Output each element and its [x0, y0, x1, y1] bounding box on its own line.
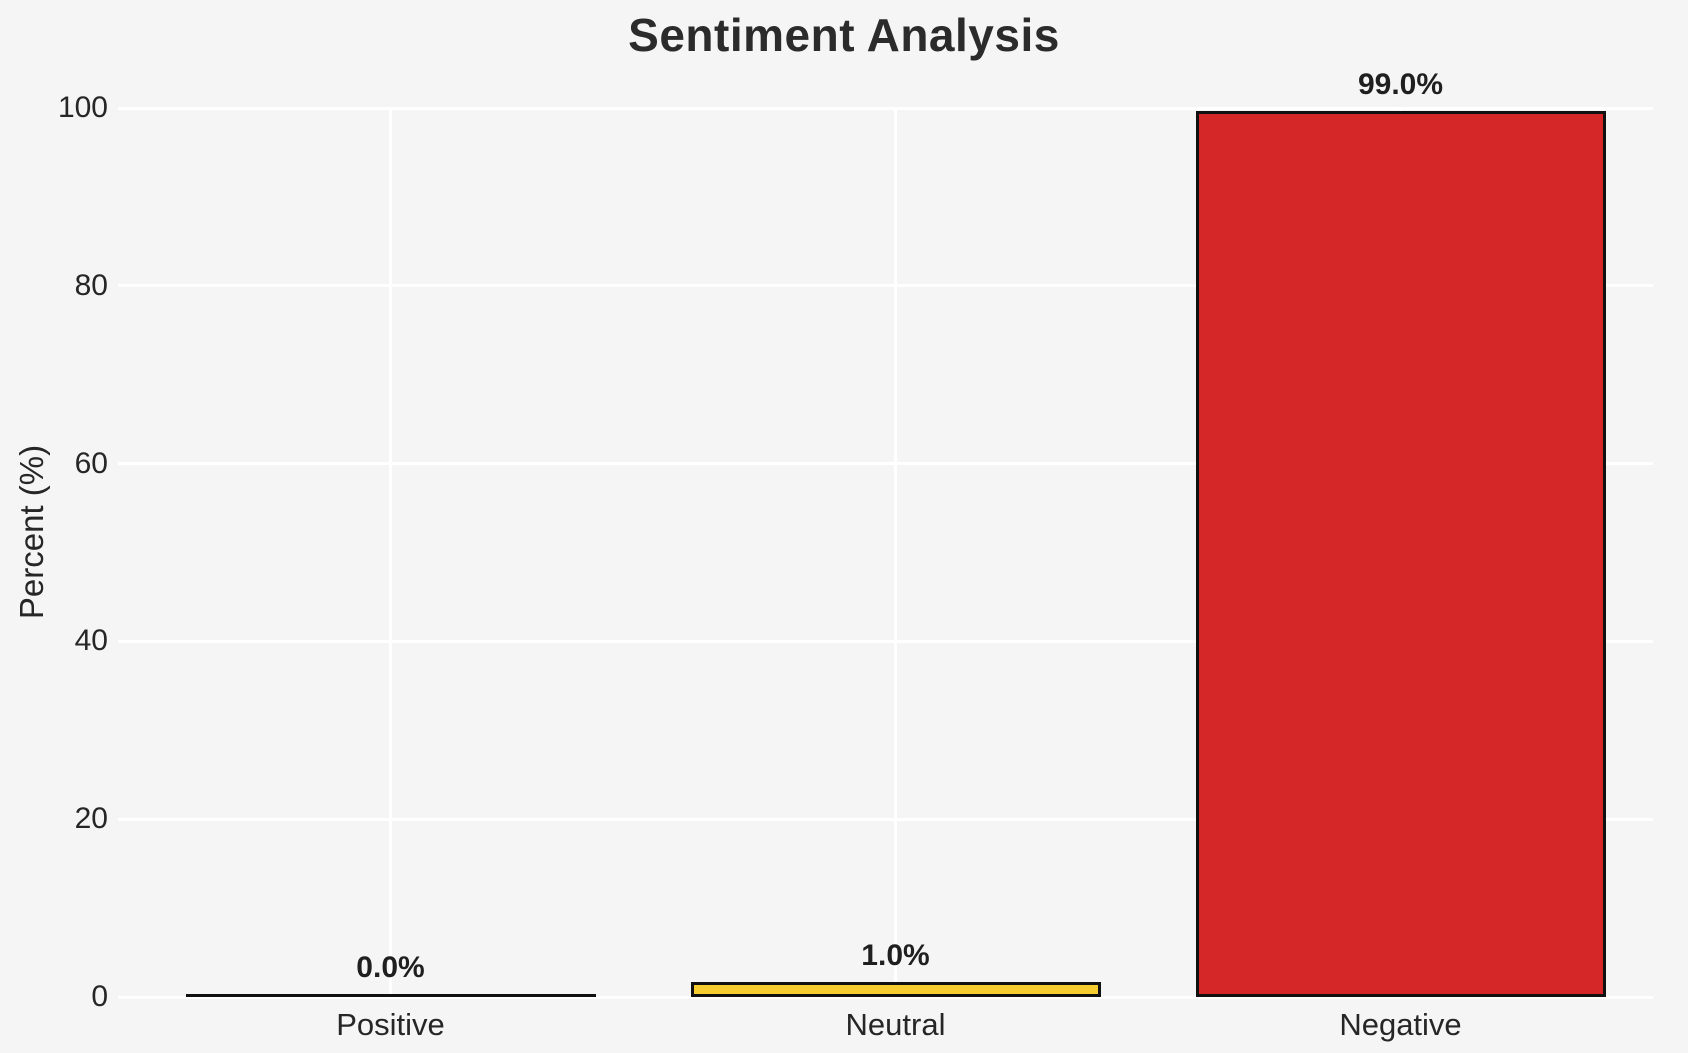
x-tick-label: Positive: [336, 1007, 445, 1042]
bar-value-label: 99.0%: [1357, 67, 1444, 101]
vertical-gridline: [894, 108, 897, 997]
y-tick-mark: [118, 106, 138, 110]
horizontal-gridline: [138, 995, 1653, 999]
y-tick-label: 0: [91, 980, 108, 1013]
y-tick-label: 20: [74, 802, 108, 836]
y-tick-label: 80: [74, 268, 108, 302]
y-tick-mark: [118, 817, 138, 821]
y-tick-mark: [118, 462, 138, 466]
bar-negative: [1195, 110, 1606, 997]
x-tick-label: Negative: [1339, 1007, 1462, 1042]
y-tick-mark: [118, 995, 138, 999]
bar-positive: [185, 994, 596, 997]
bar-neutral: [690, 982, 1101, 997]
chart-title: Sentiment Analysis: [628, 9, 1060, 61]
x-tick-label: Neutral: [845, 1007, 946, 1042]
plot-area: 0 20 40 60 80 100 0.0% Positive 1.0% Neutral 99.0%…: [58, 68, 1653, 1042]
y-tick-mark: [118, 639, 138, 643]
bar-value-label: 0.0%: [356, 951, 425, 984]
bar-value-label: 1.0%: [861, 939, 930, 973]
y-tick-mark: [118, 284, 138, 288]
vertical-gridline: [389, 108, 392, 997]
y-tick-label: 40: [74, 624, 108, 658]
y-tick-label: 60: [74, 446, 108, 480]
y-tick-label: 100: [57, 91, 108, 124]
y-axis-label: Percent (%): [13, 444, 50, 620]
